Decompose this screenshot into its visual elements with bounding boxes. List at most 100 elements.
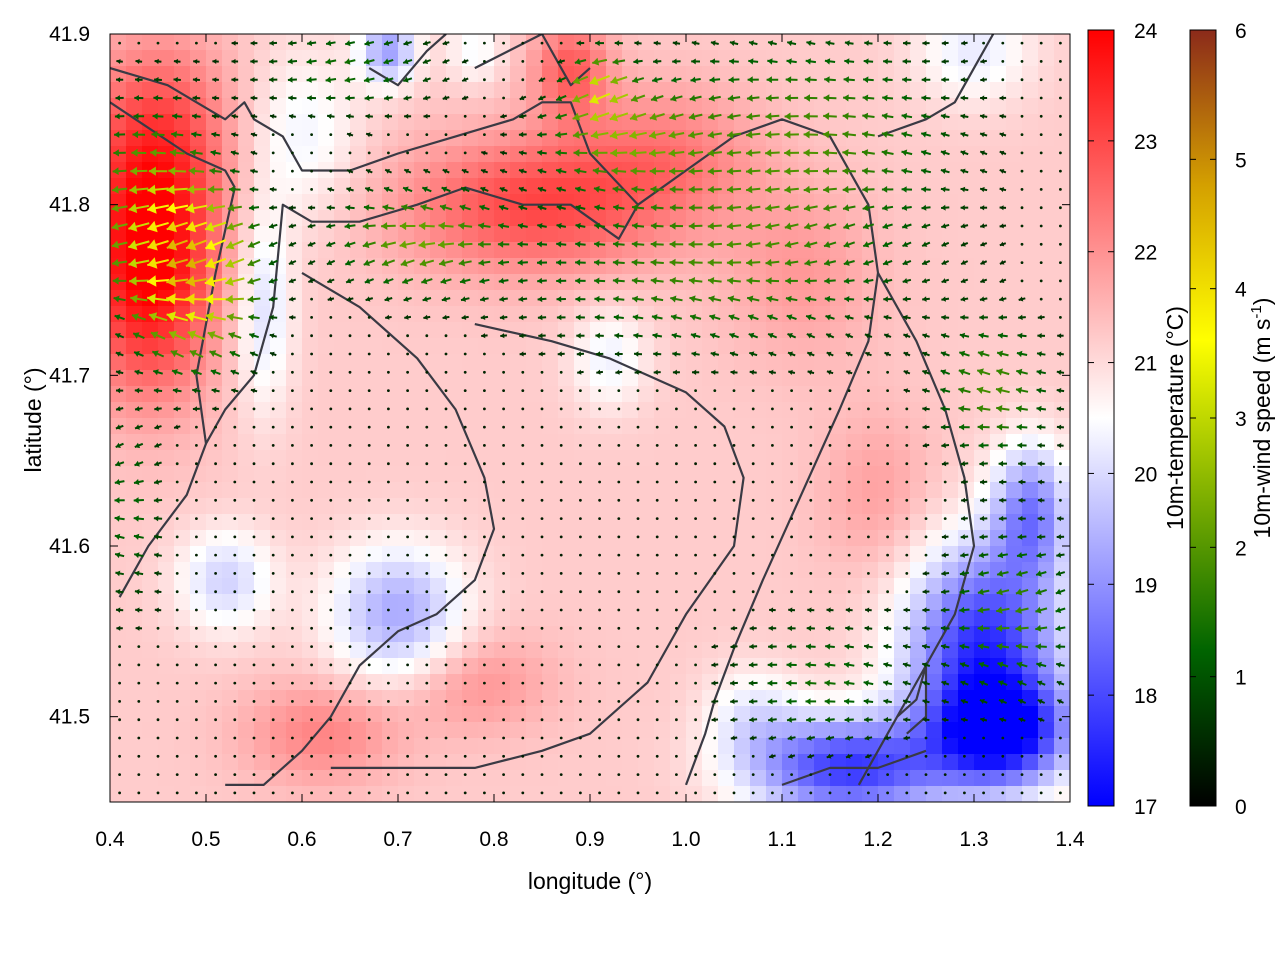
heat-cell: [478, 162, 495, 179]
heat-cell: [686, 242, 703, 259]
wind-vector: [156, 663, 160, 667]
heat-cell: [638, 226, 655, 243]
heat-cell: [174, 114, 191, 131]
wind-vector: [886, 791, 889, 795]
heat-cell: [574, 626, 591, 643]
heat-cell: [830, 738, 847, 755]
wind-vector: [329, 334, 333, 338]
heat-cell: [174, 786, 191, 802]
heat-cell: [910, 386, 927, 403]
heat-cell: [302, 418, 319, 435]
heat-cell: [430, 690, 447, 707]
heat-cell: [558, 402, 575, 419]
wind-vector: [463, 334, 467, 338]
heat-cell: [142, 418, 159, 435]
wind-vector: [463, 572, 467, 575]
heat-cell: [238, 130, 255, 147]
wind-vector: [329, 700, 333, 703]
wind-vector: [118, 700, 121, 703]
wind-vector: [675, 517, 678, 520]
heat-cell: [126, 466, 143, 483]
wind-vector: [444, 517, 448, 520]
heat-cell: [270, 34, 287, 51]
wind-vector: [195, 663, 198, 667]
heat-cell: [750, 738, 767, 755]
wind-vector: [1059, 498, 1062, 502]
heat-cell: [878, 354, 895, 371]
heat-cell: [430, 402, 447, 419]
heat-cell: [830, 82, 847, 99]
heat-cell: [878, 98, 895, 115]
wind-vector: [463, 498, 467, 502]
heat-cell: [990, 226, 1007, 243]
heat-cell: [542, 34, 559, 51]
wind-vector: [1059, 224, 1062, 228]
heat-cell: [766, 578, 783, 595]
heat-cell: [366, 482, 383, 499]
wind-vector: [444, 553, 448, 557]
heat-cell: [622, 434, 639, 451]
heat-cell: [862, 274, 879, 291]
heat-cell: [510, 258, 527, 275]
heat-cell: [318, 66, 335, 83]
heat-cell: [334, 466, 351, 483]
heat-cell: [158, 354, 175, 371]
heat-cell: [318, 98, 335, 115]
heat-cell: [478, 34, 495, 51]
wind-vector: [598, 425, 601, 429]
heat-cell: [878, 642, 895, 659]
heat-cell: [222, 338, 239, 355]
heat-cell: [734, 578, 751, 595]
heat-cell: [990, 690, 1007, 707]
wind-vector: [195, 535, 198, 539]
wind-vector: [598, 462, 601, 466]
heat-cell: [958, 66, 975, 83]
heat-cell: [606, 530, 623, 547]
wind-vector: [367, 151, 371, 155]
heat-cell: [990, 482, 1007, 499]
heat-cell: [654, 786, 671, 802]
heat-cell: [366, 450, 383, 467]
wind-vector: [463, 535, 467, 539]
wind-vector: [905, 498, 909, 502]
heat-cell: [590, 546, 607, 563]
heat-cell: [654, 482, 671, 499]
heat-cell: [334, 450, 351, 467]
heat-cell: [974, 242, 991, 259]
heat-cell: [654, 594, 671, 611]
wind-vector: [636, 626, 640, 630]
wind-vector: [579, 517, 582, 520]
wind-vector: [483, 626, 486, 630]
wind-vector: [963, 773, 966, 776]
heat-cell: [302, 450, 319, 467]
heat-cell: [110, 562, 127, 579]
heat-cell: [910, 50, 927, 67]
heat-cell: [558, 194, 575, 211]
wind-vector: [271, 389, 275, 392]
wind-vector: [675, 736, 678, 740]
heat-cell: [974, 178, 991, 195]
wind-vector: [483, 133, 486, 137]
heat-cell: [670, 370, 687, 387]
heat-cell: [190, 66, 207, 83]
wind-vector: [617, 626, 621, 630]
heat-cell: [782, 82, 799, 99]
heat-cell: [446, 546, 463, 563]
heat-cell: [366, 658, 383, 675]
wind-vector: [310, 133, 313, 137]
heat-cell: [782, 98, 799, 115]
wind-vector: [310, 590, 313, 594]
heat-cell: [478, 738, 495, 755]
heat-cell: [414, 738, 431, 755]
heat-cell: [1006, 194, 1023, 211]
heat-cell: [814, 642, 831, 659]
wind-vector: [636, 645, 640, 648]
heat-cell: [542, 530, 559, 547]
heat-cell: [718, 450, 735, 467]
wind-vector: [1020, 736, 1024, 740]
heat-cell: [782, 434, 799, 451]
heat-cell: [510, 370, 527, 387]
heat-cell: [1006, 338, 1023, 355]
heat-cell: [846, 610, 863, 627]
wind-vector: [655, 553, 659, 557]
